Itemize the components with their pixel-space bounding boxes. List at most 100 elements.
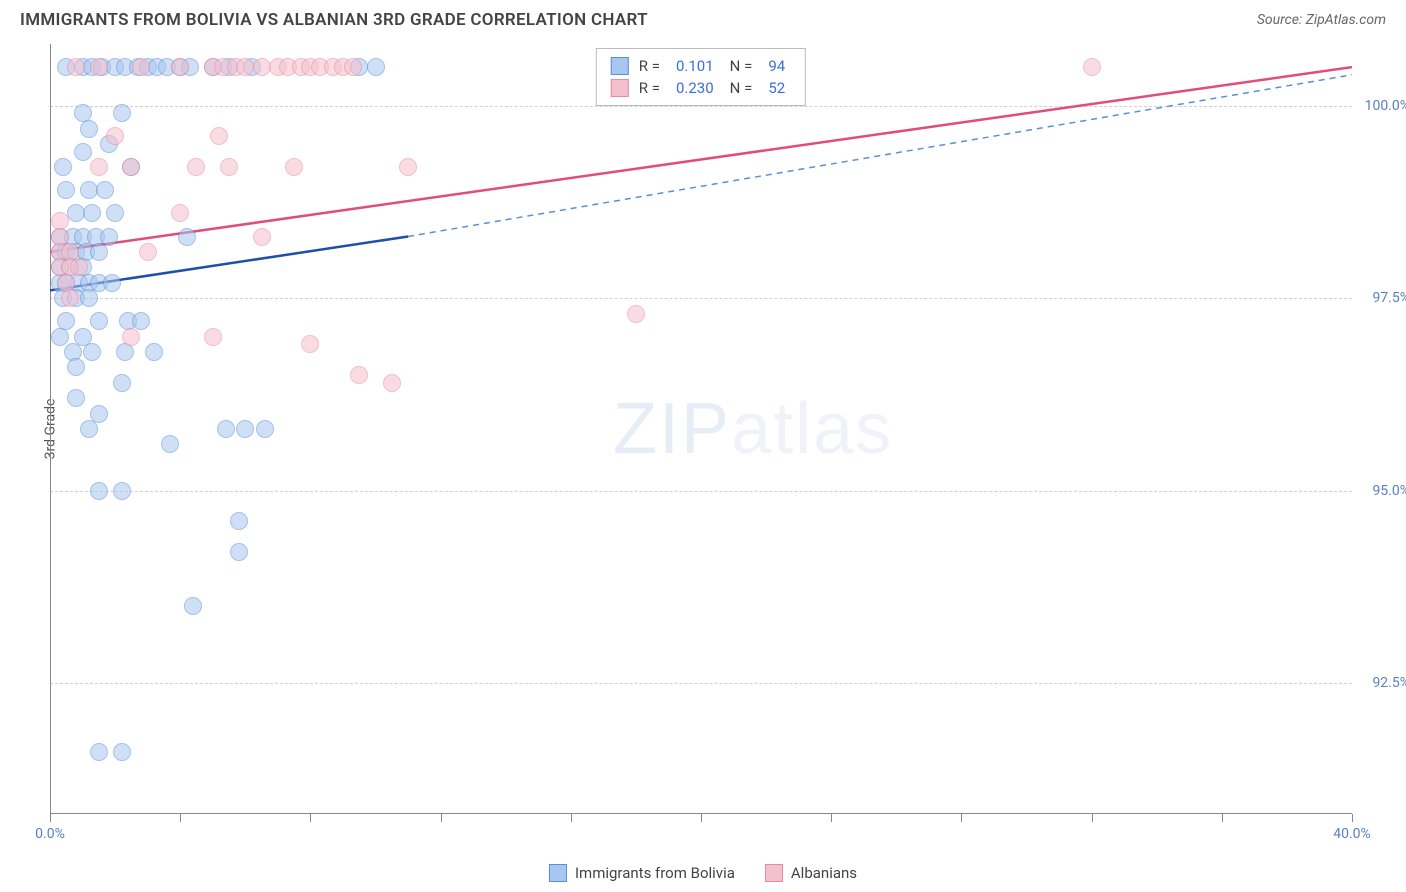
x-tick-label: 40.0% [1333, 826, 1371, 842]
x-tick-mark [961, 814, 962, 822]
source-attribution: Source: ZipAtlas.com [1257, 12, 1386, 28]
scatter-marker [367, 58, 385, 76]
scatter-marker [171, 204, 189, 222]
x-tick-mark [831, 814, 832, 822]
scatter-marker [103, 274, 121, 292]
scatter-marker [90, 312, 108, 330]
r-value-bolivia: 0.101 [676, 57, 714, 75]
scatter-marker [627, 305, 645, 323]
scatter-marker [83, 343, 101, 361]
header-bar: IMMIGRANTS FROM BOLIVIA VS ALBANIAN 3RD … [0, 0, 1406, 36]
scatter-marker [230, 543, 248, 561]
bottom-legend: Immigrants from Bolivia Albanians [549, 864, 857, 882]
y-tick-label: 97.5% [1372, 290, 1406, 306]
n-value-bolivia: 94 [768, 57, 785, 75]
x-tick-mark [701, 814, 702, 822]
gridline [50, 683, 1352, 684]
scatter-marker [57, 181, 75, 199]
scatter-marker [106, 127, 124, 145]
scatter-marker [106, 204, 124, 222]
x-tick-mark [1092, 814, 1093, 822]
n-label: N = [730, 57, 753, 75]
watermark: ZIPatlas [613, 388, 893, 470]
scatter-marker [301, 335, 319, 353]
scatter-marker [210, 127, 228, 145]
legend-item-albanians: Albanians [765, 864, 857, 882]
scatter-marker [171, 58, 189, 76]
scatter-marker [67, 389, 85, 407]
scatter-marker [161, 435, 179, 453]
stat-legend: R = 0.101 N = 94 R = 0.230 N = 52 [596, 48, 806, 106]
stat-row-albanians: R = 0.230 N = 52 [611, 77, 791, 99]
legend-item-bolivia: Immigrants from Bolivia [549, 864, 735, 882]
scatter-marker [187, 158, 205, 176]
scatter-marker [90, 58, 108, 76]
scatter-marker [80, 289, 98, 307]
scatter-marker [132, 58, 150, 76]
scatter-marker [236, 420, 254, 438]
scatter-marker [80, 120, 98, 138]
scatter-marker [90, 158, 108, 176]
chart-area: 3rd Grade R = 0.101 N = 94 R = 0.230 N =… [50, 44, 1352, 814]
scatter-marker [113, 743, 131, 761]
scatter-marker [113, 482, 131, 500]
r-label: R = [639, 57, 660, 75]
watermark-zip: ZIP [613, 389, 731, 469]
scatter-marker [51, 328, 69, 346]
chart-title: IMMIGRANTS FROM BOLIVIA VS ALBANIAN 3RD … [20, 10, 648, 30]
r-value-albanians: 0.230 [676, 79, 714, 97]
scatter-marker [96, 181, 114, 199]
watermark-atlas: atlas [731, 389, 893, 469]
legend-label-bolivia: Immigrants from Bolivia [575, 864, 735, 882]
scatter-marker [285, 158, 303, 176]
scatter-marker [253, 228, 271, 246]
scatter-marker [70, 258, 88, 276]
gridline [50, 491, 1352, 492]
scatter-marker [399, 158, 417, 176]
scatter-marker [350, 366, 368, 384]
gridline [50, 298, 1352, 299]
y-tick-label: 100.0% [1365, 98, 1406, 114]
scatter-marker [80, 420, 98, 438]
scatter-marker [90, 243, 108, 261]
scatter-marker [217, 420, 235, 438]
y-tick-label: 95.0% [1372, 483, 1406, 499]
x-tick-mark [180, 814, 181, 822]
x-tick-mark [571, 814, 572, 822]
scatter-marker [145, 343, 163, 361]
scatter-marker [116, 343, 134, 361]
scatter-marker [178, 228, 196, 246]
legend-swatch-bolivia [549, 864, 567, 882]
swatch-bolivia [611, 57, 629, 75]
swatch-albanians [611, 79, 629, 97]
scatter-marker [113, 104, 131, 122]
scatter-marker [113, 374, 131, 392]
stat-row-bolivia: R = 0.101 N = 94 [611, 55, 791, 77]
x-tick-mark [1352, 814, 1353, 822]
scatter-marker [383, 374, 401, 392]
scatter-marker [344, 58, 362, 76]
x-tick-label: 0.0% [35, 826, 65, 842]
legend-swatch-albanians [765, 864, 783, 882]
scatter-marker [1083, 58, 1101, 76]
y-tick-label: 92.5% [1372, 675, 1406, 691]
scatter-marker [74, 143, 92, 161]
legend-label-albanians: Albanians [791, 864, 857, 882]
scatter-marker [139, 243, 157, 261]
scatter-marker [90, 743, 108, 761]
scatter-marker [122, 158, 140, 176]
trend-line-extrapolated [408, 75, 1352, 237]
scatter-marker [204, 328, 222, 346]
scatter-marker [67, 58, 85, 76]
scatter-marker [256, 420, 274, 438]
scatter-marker [90, 482, 108, 500]
scatter-marker [220, 158, 238, 176]
scatter-marker [67, 358, 85, 376]
x-tick-mark [310, 814, 311, 822]
scatter-marker [61, 289, 79, 307]
y-axis-line [50, 44, 51, 814]
scatter-marker [122, 328, 140, 346]
scatter-marker [184, 597, 202, 615]
x-tick-mark [50, 814, 51, 822]
n-value-albanians: 52 [768, 79, 785, 97]
